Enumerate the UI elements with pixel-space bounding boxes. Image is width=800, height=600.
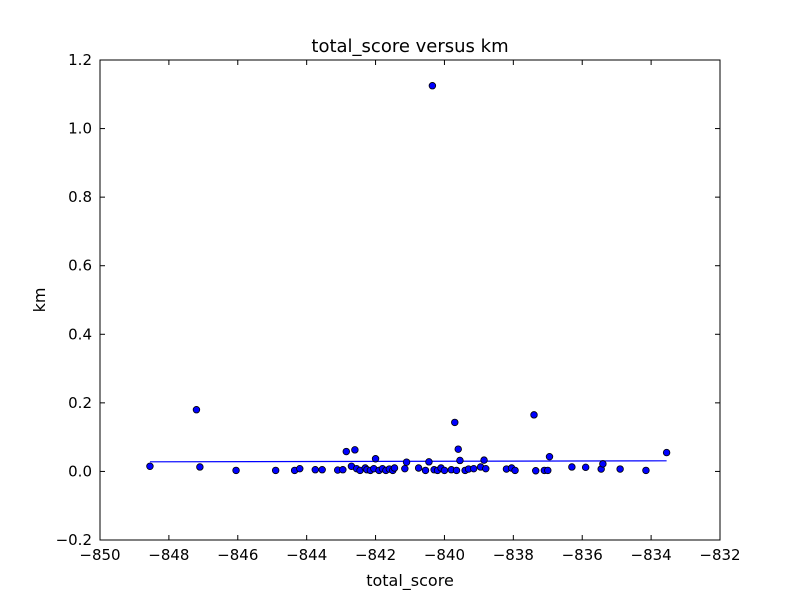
data-point: [568, 463, 576, 471]
x-tick-label: −848: [148, 546, 189, 564]
data-point: [511, 466, 519, 475]
data-point: [402, 458, 411, 466]
x-tick-label: −842: [355, 546, 396, 564]
data-point: [371, 455, 380, 463]
data-point: [452, 466, 461, 475]
data-point: [311, 466, 319, 474]
data-point: [390, 464, 399, 472]
data-point: [530, 411, 538, 419]
chart-title: total_score versus km: [311, 36, 508, 57]
y-tick-label: 0.6: [68, 257, 92, 275]
data-point: [451, 418, 459, 427]
data-point: [339, 466, 347, 474]
data-point: [642, 466, 650, 475]
data-point: [482, 464, 490, 473]
data-point: [414, 464, 423, 472]
data-point: [232, 466, 240, 475]
x-tick-label: −840: [424, 546, 465, 564]
data-point: [662, 448, 671, 457]
data-point: [532, 467, 540, 475]
data-point: [421, 466, 430, 475]
data-point: [296, 464, 304, 473]
data-point: [456, 456, 464, 465]
data-point: [544, 466, 552, 475]
data-point: [545, 452, 554, 461]
x-tick-label: −844: [286, 546, 327, 564]
data-point: [599, 460, 607, 468]
x-tick-label: −838: [493, 546, 534, 564]
plot-frame: [99, 59, 721, 541]
y-tick-label: −0.2: [56, 531, 92, 549]
data-point: [440, 466, 449, 475]
y-axis-label: km: [30, 288, 49, 313]
data-point: [342, 447, 350, 456]
data-point: [470, 464, 478, 473]
x-axis-label: total_score: [366, 571, 454, 591]
data-point: [428, 82, 437, 90]
data-point: [581, 463, 590, 472]
data-point: [401, 464, 409, 473]
data-point: [192, 406, 201, 414]
x-tick-label: −836: [562, 546, 603, 564]
y-tick-label: 0.2: [68, 394, 92, 412]
data-point: [351, 446, 359, 454]
x-tick-label: −850: [79, 546, 120, 564]
data-point: [271, 466, 280, 475]
data-point: [196, 463, 204, 471]
plot-area: −850 −848 −846 −844 −842 −840 −838 −836 −834 −832…: [56, 51, 741, 564]
data-point: [480, 456, 488, 464]
y-tick-label: 0.4: [68, 325, 92, 343]
y-tick-label: 1.2: [68, 51, 92, 69]
y-tick-label: 0.0: [68, 462, 92, 480]
x-tick-label: −832: [699, 546, 740, 564]
y-tick-label: 0.8: [68, 188, 92, 206]
data-point: [146, 462, 154, 470]
data-point: [616, 465, 624, 473]
data-point: [454, 445, 462, 453]
x-tick-label: −834: [631, 546, 672, 564]
data-point: [318, 466, 326, 474]
x-tick-label: −846: [217, 546, 258, 564]
data-point: [425, 458, 433, 466]
y-tick-label: 1.0: [68, 120, 92, 138]
